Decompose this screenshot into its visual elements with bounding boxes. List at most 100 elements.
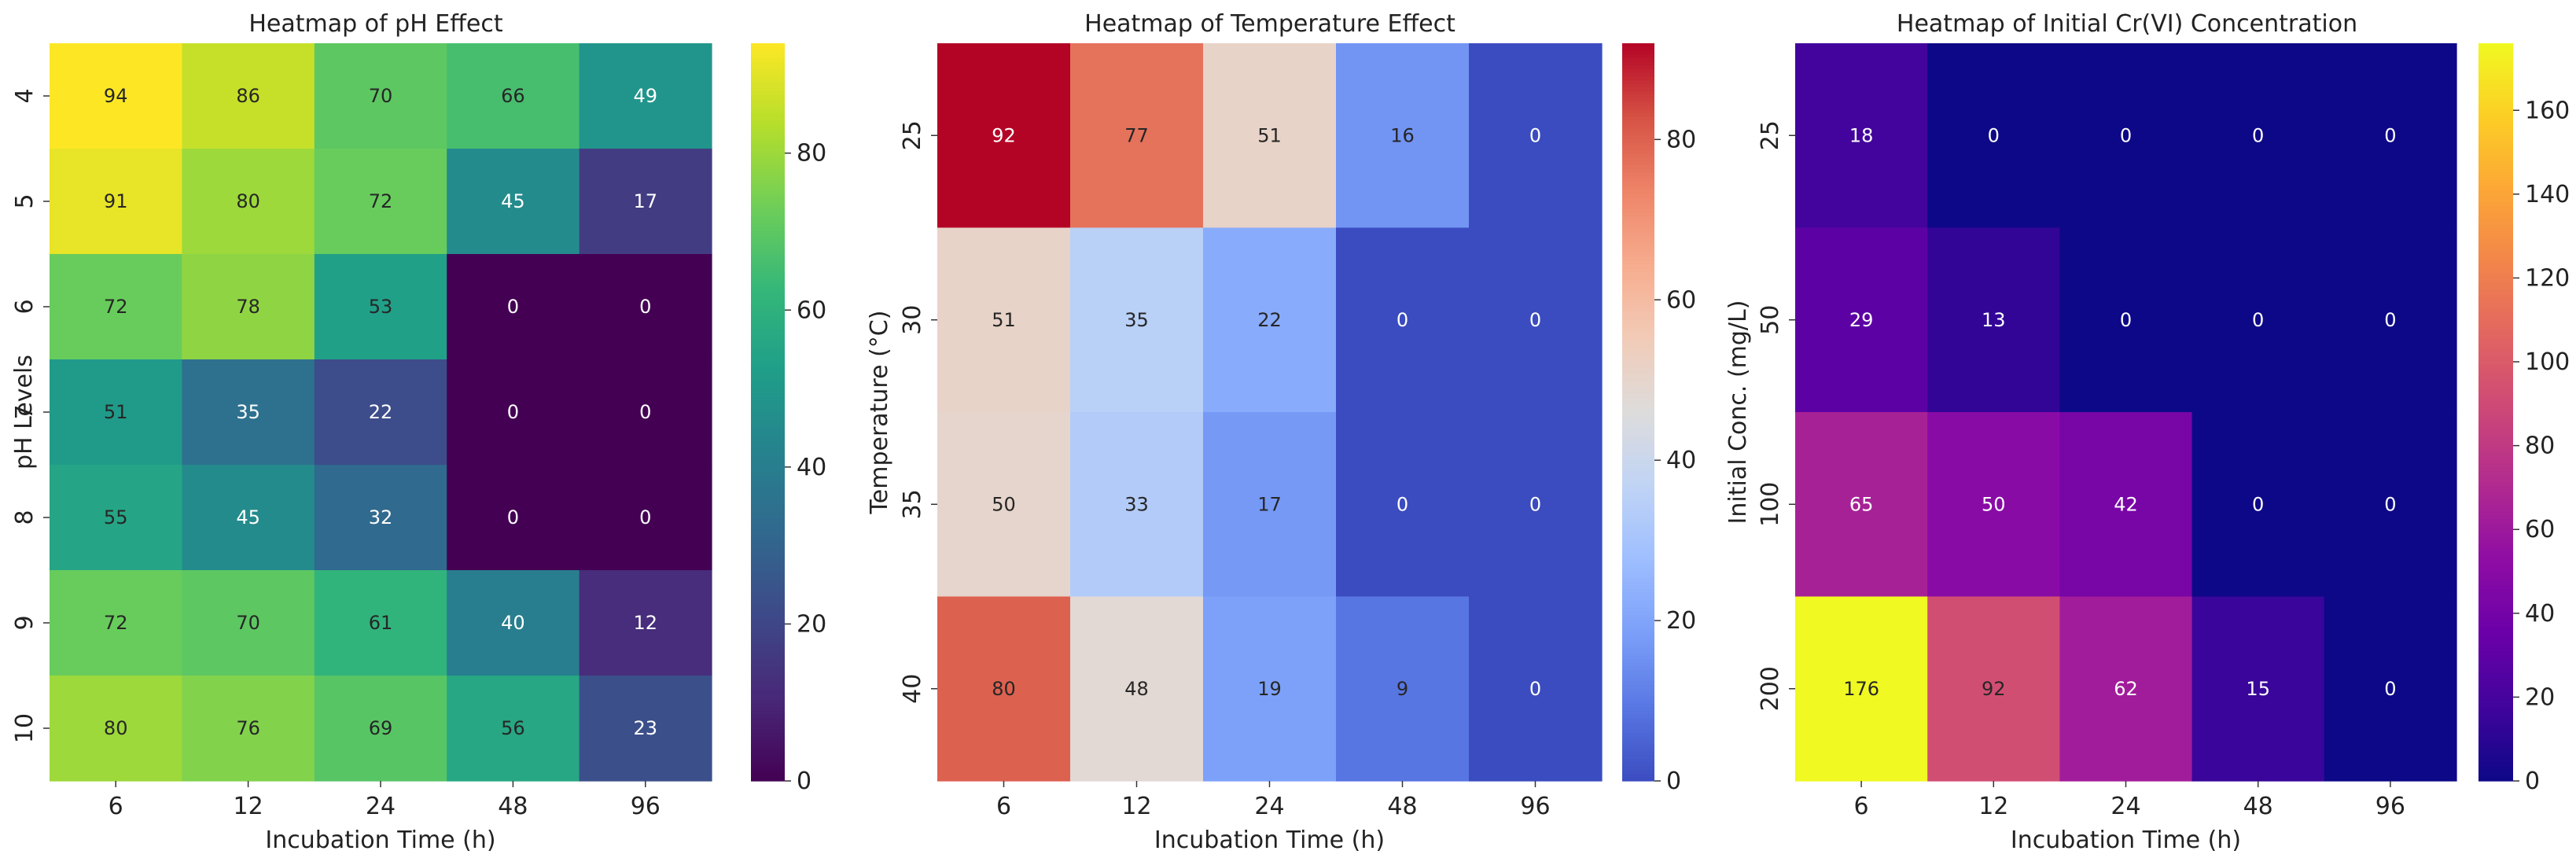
colorbar-segment (751, 297, 785, 302)
colorbar-segment (1622, 135, 1654, 140)
colorbar-segment (1622, 116, 1654, 122)
colorbar-segment (751, 648, 785, 653)
colorbar-segment (1622, 533, 1654, 539)
colorbar-segment (751, 673, 785, 679)
colorbar-segment (1622, 257, 1654, 262)
cell-value-label: 0 (2120, 309, 2132, 331)
colorbar-segment (751, 511, 785, 516)
colorbar-segment (751, 271, 785, 277)
colorbar-segment (751, 257, 785, 262)
heatmap-cell (447, 676, 580, 782)
colorbar-segment (2478, 124, 2513, 129)
colorbar-segment (1622, 423, 1654, 428)
colorbar-segment (2478, 530, 2513, 535)
colorbar-segment (2478, 279, 2513, 284)
colorbar-segment (1622, 142, 1654, 147)
colorbar-segment (1622, 648, 1654, 653)
cell-value-label: 69 (369, 717, 393, 739)
heatmap-cell (937, 227, 1071, 413)
colorbar-segment (751, 607, 785, 612)
colorbar-segment (2478, 415, 2513, 420)
colorbar-segment (2478, 297, 2513, 302)
colorbar-segment (2478, 611, 2513, 616)
colorbar-segment (1622, 437, 1654, 443)
colorbar-segment (1622, 614, 1654, 620)
colorbar-segment (1622, 489, 1654, 494)
colorbar-segment (2478, 98, 2513, 103)
colorbar-segment (1622, 718, 1654, 723)
heatmap-cell (2191, 596, 2325, 782)
cell-value-label: 86 (236, 85, 260, 107)
heatmap-cell (1795, 412, 1928, 598)
colorbar-tick-label: 20 (2525, 683, 2555, 711)
colorbar-segment (751, 352, 785, 358)
cell-value-label: 0 (2384, 493, 2396, 515)
colorbar-segment (1622, 375, 1654, 380)
colorbar-segment (751, 113, 785, 118)
colorbar-segment (751, 681, 785, 686)
cell-value-label: 17 (1257, 493, 1282, 515)
colorbar-segment (751, 677, 785, 682)
colorbar-segment (2478, 330, 2513, 336)
cell-value-label: 35 (1124, 309, 1149, 331)
colorbar-segment (2478, 448, 2513, 454)
colorbar-segment (1622, 459, 1654, 465)
cell-value-label: 45 (501, 190, 525, 212)
heatmap-cell (1336, 596, 1470, 782)
colorbar-segment (1622, 441, 1654, 446)
colorbar-segment (751, 666, 785, 671)
heatmap-cell (1469, 227, 1603, 413)
colorbar-segment (2478, 600, 2513, 605)
colorbar-segment (751, 463, 785, 468)
colorbar-segment (1622, 341, 1654, 347)
x-tick-label: 6 (1854, 793, 1869, 820)
colorbar-segment (1622, 50, 1654, 55)
colorbar-segment (2478, 603, 2513, 609)
colorbar-segment (751, 544, 785, 550)
heatmap-cell (1469, 596, 1603, 782)
colorbar-segment (1622, 482, 1654, 487)
heatmap-cell (447, 254, 580, 360)
colorbar-segment (2478, 234, 2513, 240)
colorbar-segment (1622, 371, 1654, 376)
heatmap-cell (314, 676, 447, 782)
colorbar-segment (1622, 563, 1654, 568)
cell-value-label: 66 (501, 85, 525, 107)
colorbar-segment (1622, 201, 1654, 206)
heatmap-cell (314, 43, 447, 149)
cell-value-label: 80 (104, 717, 128, 739)
colorbar-segment (2478, 90, 2513, 96)
colorbar-segment (1622, 703, 1654, 708)
y-tick-label: 6 (11, 299, 39, 314)
x-tick-label: 48 (2243, 793, 2273, 820)
colorbar-segment (2478, 327, 2513, 332)
colorbar-segment (751, 596, 785, 601)
colorbar-segment (1622, 655, 1654, 660)
colorbar-segment (751, 253, 785, 258)
colorbar-segment (2478, 673, 2513, 679)
colorbar-segment (751, 611, 785, 616)
colorbar-segment (751, 655, 785, 660)
colorbar-segment (2478, 190, 2513, 195)
colorbar-segment (1622, 345, 1654, 350)
colorbar-segment (2478, 172, 2513, 177)
colorbar-segment (1622, 519, 1654, 524)
heatmap-cell (1203, 412, 1337, 598)
colorbar-segment (751, 164, 785, 170)
x-tick-label: 6 (109, 793, 123, 820)
colorbar-segment (1622, 271, 1654, 277)
colorbar-segment (751, 496, 785, 502)
cell-value-label: 0 (2120, 124, 2132, 146)
colorbar-segment (2478, 102, 2513, 107)
colorbar-segment (751, 286, 785, 291)
cell-value-label: 16 (1390, 124, 1415, 146)
colorbar-segment (2478, 456, 2513, 461)
colorbar-segment (1622, 755, 1654, 760)
colorbar-segment (2478, 533, 2513, 539)
colorbar-segment (751, 46, 785, 51)
colorbar-segment (1622, 670, 1654, 675)
heatmap-cell (579, 149, 712, 255)
heatmap-cell (1336, 227, 1470, 413)
colorbar-segment (751, 54, 785, 59)
